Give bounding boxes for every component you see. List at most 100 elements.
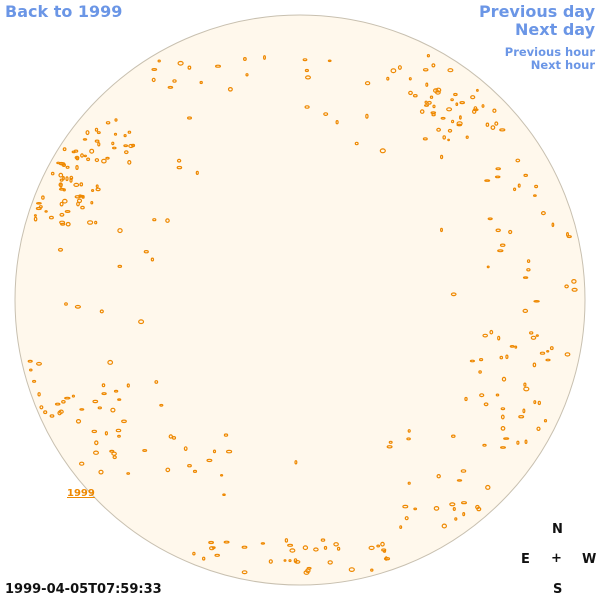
feature-contour	[494, 121, 499, 126]
feature-contour	[183, 446, 188, 452]
feature-contour	[74, 304, 82, 309]
feature-contour	[422, 68, 429, 72]
feature-contour	[151, 67, 158, 71]
feature-contour	[450, 434, 456, 438]
feature-contour	[117, 264, 123, 268]
feature-contour	[64, 302, 68, 306]
feature-contour	[500, 414, 505, 420]
feature-contour	[370, 568, 374, 572]
feature-contour	[117, 434, 121, 438]
feature-contour	[121, 419, 127, 424]
feature-contour	[33, 216, 38, 222]
feature-contour	[91, 429, 98, 434]
feature-contour	[62, 198, 68, 204]
feature-contour	[407, 481, 411, 485]
feature-contour	[159, 403, 164, 407]
feature-contour	[479, 393, 485, 398]
feature-contour	[65, 176, 69, 182]
feature-contour	[80, 205, 85, 210]
feature-contour	[212, 449, 217, 454]
solar-disk	[14, 14, 586, 586]
feature-contour	[495, 167, 502, 171]
feature-contour	[177, 60, 184, 66]
feature-contour	[105, 156, 110, 160]
feature-contour	[447, 68, 454, 73]
feature-contour	[323, 112, 329, 116]
feature-contour	[455, 102, 459, 107]
feature-contour	[199, 80, 203, 85]
feature-contour	[402, 504, 409, 509]
feature-contour	[97, 406, 103, 410]
feature-contour	[226, 449, 233, 454]
feature-contour	[94, 440, 99, 446]
feature-contour	[113, 132, 118, 136]
feature-contour	[223, 433, 229, 437]
feature-contour	[505, 354, 509, 360]
feature-contour	[123, 134, 127, 138]
feature-contour	[323, 545, 328, 550]
feature-contour	[499, 243, 506, 247]
feature-contour	[354, 141, 359, 146]
compass-west-label: W	[582, 552, 597, 567]
feature-contour	[92, 399, 99, 404]
feature-contour	[79, 182, 84, 187]
feature-contour	[441, 523, 447, 529]
feature-contour	[56, 161, 61, 165]
feature-contour	[478, 370, 482, 374]
back-to-year-link[interactable]: Back to 1999	[5, 2, 123, 21]
feature-contour	[413, 507, 418, 511]
feature-contour	[379, 148, 386, 154]
feature-contour	[494, 175, 501, 179]
feature-contour	[90, 189, 95, 193]
feature-contour	[167, 85, 174, 89]
feature-contour	[459, 115, 462, 120]
feature-contour	[115, 428, 122, 433]
feature-contour	[440, 116, 446, 120]
previous-hour-link[interactable]: Previous hour	[504, 45, 595, 59]
feature-contour	[419, 109, 425, 114]
feature-contour	[283, 559, 287, 562]
feature-contour	[112, 146, 117, 150]
feature-contour	[143, 249, 149, 254]
feature-contour	[104, 431, 109, 436]
feature-contour	[195, 170, 199, 175]
feature-contour	[533, 299, 540, 303]
feature-contour	[470, 95, 476, 100]
feature-contour	[472, 109, 477, 114]
feature-contour	[109, 449, 115, 453]
next-day-link[interactable]: Next day	[515, 20, 595, 39]
feature-contour	[523, 382, 527, 387]
feature-contour	[86, 220, 94, 225]
feature-contour	[462, 511, 466, 517]
feature-contour	[82, 138, 88, 141]
feature-contour	[336, 546, 341, 551]
feature-contour	[60, 222, 66, 226]
feature-contour	[126, 383, 130, 388]
feature-contour	[532, 362, 537, 368]
feature-contour	[485, 122, 490, 127]
feature-contour	[97, 142, 101, 147]
feature-contour	[176, 158, 182, 163]
feature-contour	[456, 479, 463, 482]
feature-contour	[245, 73, 249, 77]
compass-east-label: E	[521, 552, 530, 567]
feature-contour	[546, 349, 550, 353]
previous-day-link[interactable]: Previous day	[478, 2, 595, 21]
feature-contour	[435, 90, 441, 95]
feature-contour	[69, 177, 73, 183]
feature-contour	[127, 159, 132, 165]
next-hour-link[interactable]: Next hour	[530, 58, 595, 72]
feature-contour	[490, 125, 496, 130]
feature-contour	[482, 333, 489, 338]
feature-contour	[442, 135, 447, 140]
feature-contour	[101, 383, 106, 388]
feature-contour	[187, 116, 193, 120]
feature-contour	[430, 111, 437, 115]
feature-contour	[500, 426, 506, 431]
feature-contour	[397, 65, 402, 70]
year-link[interactable]: 1999	[67, 488, 95, 499]
feature-contour	[534, 184, 539, 189]
feature-contour	[499, 355, 504, 360]
feature-contour	[41, 195, 45, 200]
